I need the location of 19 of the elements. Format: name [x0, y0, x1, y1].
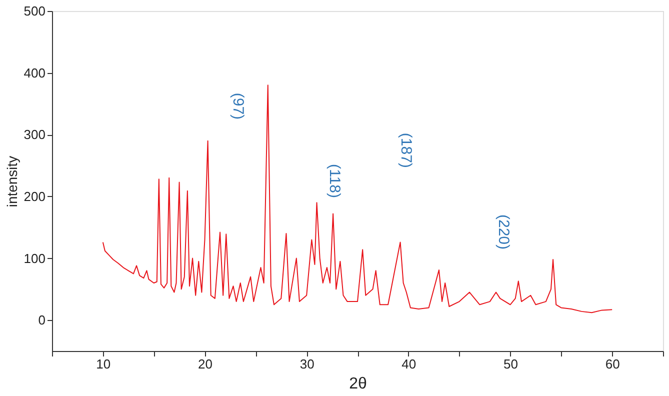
- annotation: (118): [326, 164, 343, 198]
- y-tick-label: 500: [24, 4, 46, 18]
- y-tick-label: 400: [24, 65, 46, 80]
- annotation: (187): [397, 132, 414, 168]
- x-tick-label: 10: [96, 356, 111, 372]
- x-tick-label: 60: [605, 356, 620, 372]
- line-series: [102, 84, 613, 314]
- x-tick-label: 40: [402, 356, 416, 372]
- x-tick-label: 20: [198, 356, 212, 372]
- x-tick-label: 30: [300, 356, 314, 372]
- y-tick-label: 300: [24, 127, 46, 142]
- x-tick-label: 50: [504, 356, 518, 372]
- annotation: (220): [495, 214, 512, 250]
- x-axis-title: 2θ: [349, 376, 367, 392]
- y-axis-title: intensity: [4, 156, 20, 208]
- y-tick-label: 200: [24, 188, 46, 204]
- annotation: (97): [229, 92, 246, 120]
- y-tick-label: 100: [24, 250, 46, 266]
- y-tick-label: 0: [38, 312, 46, 328]
